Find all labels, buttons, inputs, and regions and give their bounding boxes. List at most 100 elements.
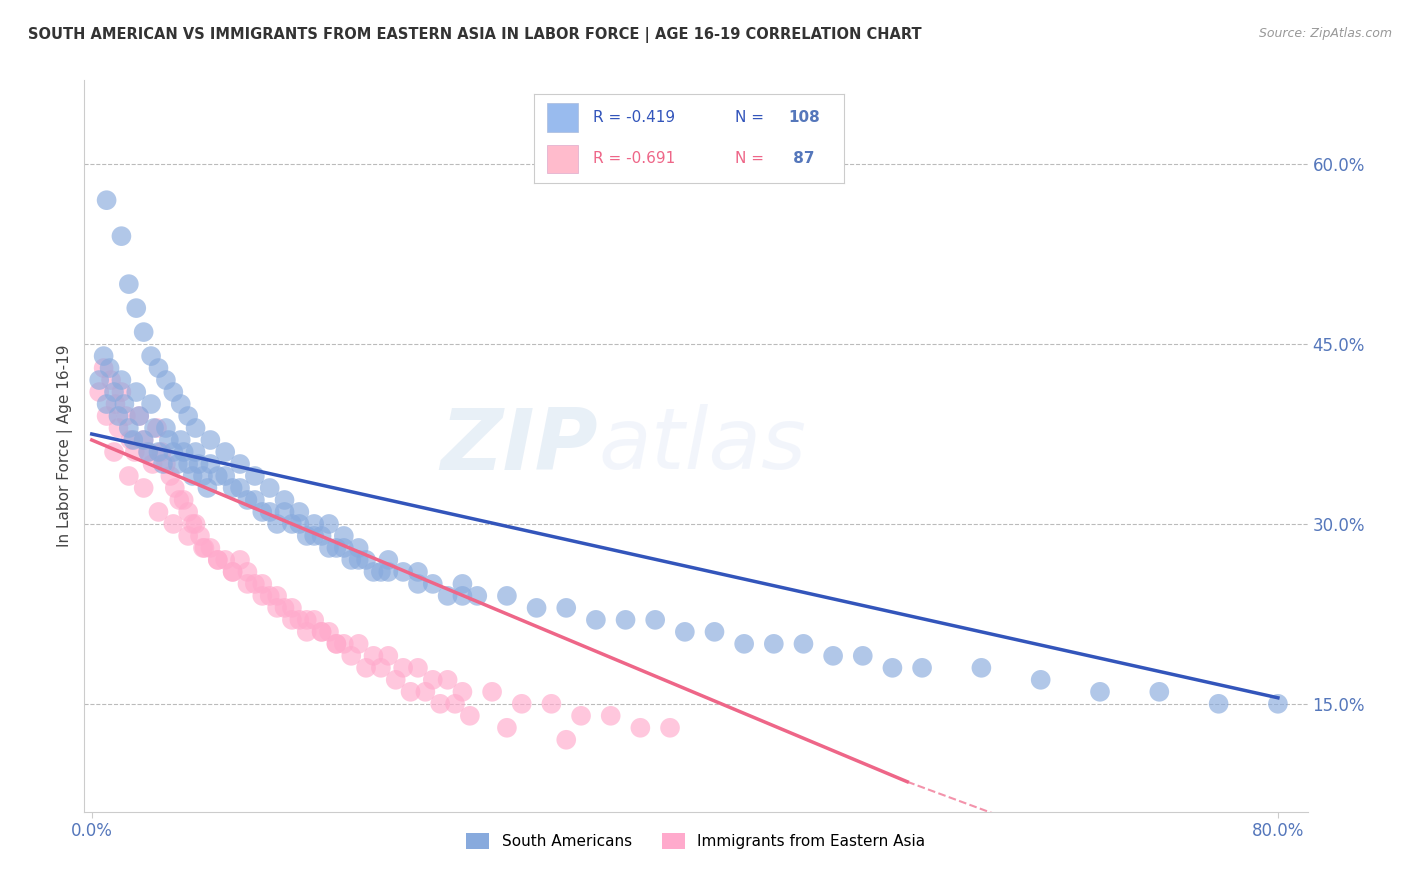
Point (112, 397, 135, 411)
Point (136, 445, 159, 459)
Point (311, 624, 333, 639)
Point (146, 421, 169, 435)
Point (139, 349, 162, 363)
Point (970, 661, 993, 675)
Point (184, 421, 207, 435)
Point (118, 277, 141, 292)
Point (243, 492, 266, 507)
Point (333, 529, 356, 543)
Point (422, 673, 444, 687)
Point (243, 469, 266, 483)
Point (392, 661, 415, 675)
Point (132, 433, 155, 447)
Point (200, 457, 222, 471)
Point (128, 409, 150, 423)
Point (628, 721, 651, 735)
Point (148, 445, 170, 459)
Point (236, 577, 259, 591)
Point (107, 409, 129, 423)
Point (177, 505, 200, 519)
Point (132, 433, 155, 447)
Text: N =: N = (735, 152, 769, 166)
Point (259, 589, 281, 603)
Point (96, 409, 118, 423)
Point (93, 361, 115, 376)
Point (184, 445, 207, 459)
Text: 108: 108 (787, 111, 820, 125)
Point (188, 529, 211, 543)
Point (1208, 697, 1230, 711)
Point (118, 421, 141, 435)
Point (252, 505, 274, 519)
Point (163, 481, 186, 495)
Point (762, 637, 785, 651)
Point (451, 589, 474, 603)
Point (311, 624, 333, 639)
Point (143, 421, 166, 435)
Point (302, 516, 325, 531)
Point (181, 469, 204, 483)
Point (333, 637, 356, 651)
Point (207, 553, 229, 567)
Point (347, 541, 370, 555)
Point (207, 553, 229, 567)
Point (451, 577, 474, 591)
Point (406, 565, 429, 579)
Point (173, 445, 195, 459)
Point (318, 624, 340, 639)
Point (451, 685, 474, 699)
Text: R = -0.691: R = -0.691 (593, 152, 675, 166)
Point (370, 565, 392, 579)
Point (377, 553, 399, 567)
Point (406, 661, 429, 675)
Point (295, 613, 318, 627)
Text: atlas: atlas (598, 404, 806, 488)
Point (197, 481, 219, 495)
Point (377, 565, 399, 579)
Point (266, 589, 288, 603)
Point (103, 445, 125, 459)
Point (259, 505, 281, 519)
Point (221, 481, 243, 495)
Point (229, 457, 252, 471)
Point (170, 397, 193, 411)
Text: SOUTH AMERICAN VS IMMIGRANTS FROM EASTERN ASIA IN LABOR FORCE | AGE 16-19 CORREL: SOUTH AMERICAN VS IMMIGRANTS FROM EASTER… (28, 27, 922, 43)
Point (792, 637, 814, 651)
Point (496, 589, 519, 603)
Point (136, 445, 159, 459)
Point (422, 577, 444, 591)
Point (181, 516, 204, 531)
Point (318, 516, 340, 531)
Point (155, 373, 177, 387)
Point (311, 529, 333, 543)
Point (458, 708, 481, 723)
Point (510, 697, 533, 711)
Point (318, 541, 340, 555)
Point (177, 529, 200, 543)
Point (1149, 685, 1171, 699)
Point (139, 397, 162, 411)
Point (142, 457, 165, 471)
Point (429, 697, 451, 711)
Point (384, 673, 406, 687)
Point (526, 600, 548, 615)
Point (333, 541, 356, 555)
Point (118, 469, 141, 483)
Point (229, 553, 252, 567)
Point (207, 469, 229, 483)
Point (96, 193, 118, 207)
Point (340, 648, 363, 663)
Point (214, 553, 236, 567)
Point (1088, 685, 1111, 699)
Point (125, 385, 148, 400)
Point (184, 516, 207, 531)
Point (115, 409, 138, 423)
Point (152, 457, 174, 471)
Point (148, 361, 170, 376)
Point (363, 648, 385, 663)
Point (555, 600, 578, 615)
Point (252, 589, 274, 603)
Point (325, 637, 347, 651)
Point (436, 673, 458, 687)
Point (1267, 697, 1289, 711)
